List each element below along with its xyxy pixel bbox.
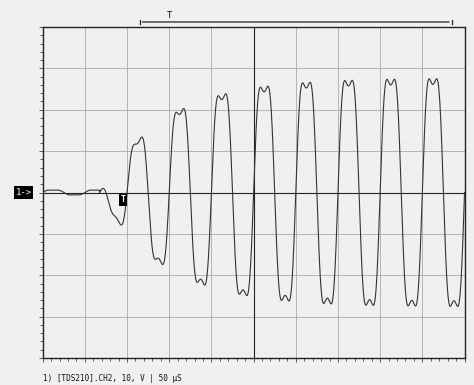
- Text: 1) [TDS210].CH2, 10, V | 50 μS: 1) [TDS210].CH2, 10, V | 50 μS: [43, 374, 182, 383]
- Text: 1->: 1->: [16, 188, 32, 197]
- Text: T: T: [120, 196, 125, 204]
- Text: T: T: [166, 11, 172, 20]
